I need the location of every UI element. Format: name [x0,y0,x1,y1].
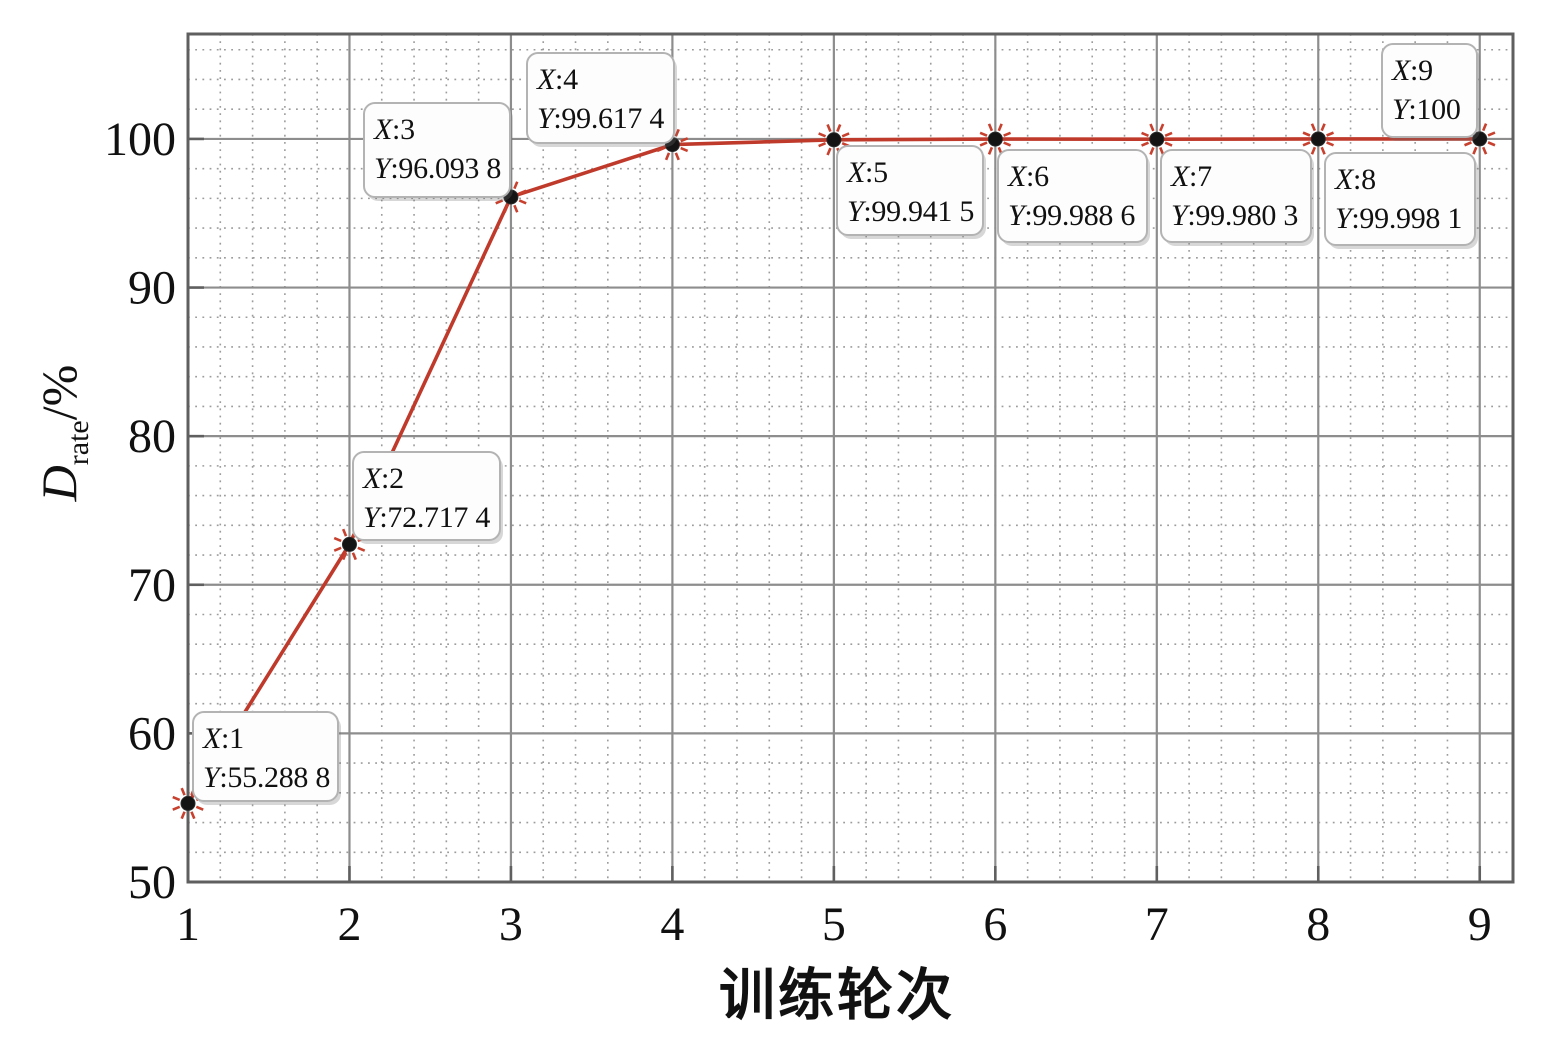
y-axis-label-unit: /% [31,364,87,421]
x-tick-label: 3 [499,898,523,951]
x-tick-label: 2 [337,898,361,951]
y-axis-label-symbol: D [31,465,87,502]
datatip-y-text: Y:99.617 4 [537,102,664,135]
datatip-y-text: Y:96.093 8 [374,152,501,185]
datatip-x-text: X:2 [362,462,404,495]
y-tick-label: 100 [104,113,176,166]
datatip[interactable]: X:7 Y:99.980 3 [1160,149,1314,246]
datatip-x-text: X:1 [202,722,244,755]
minor-grid [188,34,1513,882]
datatip[interactable]: X:9 Y:100 [1381,43,1480,141]
axes-frame [186,32,1515,884]
datatip-x-text: X:7 [1170,160,1212,193]
datatip-y-text: Y:72.717 4 [363,501,490,534]
datatip-x-text: X:8 [1334,163,1376,196]
x-tick-label: 5 [822,898,846,951]
y-axis-label: Drate/% [30,365,96,502]
x-tick-label: 6 [983,898,1007,951]
y-tick-label: 90 [128,262,176,315]
y-tick-label: 80 [128,410,176,463]
datatip[interactable]: X:6 Y:99.988 6 [997,149,1150,246]
data-point-marker[interactable] [1302,123,1335,155]
x-tick-label: 9 [1468,898,1492,951]
x-tick-label: 7 [1145,898,1169,951]
tick-marks [186,137,1482,884]
y-tick-label: 70 [128,559,176,612]
datatip-x-text: X:3 [373,113,415,146]
x-tick-label: 4 [660,898,684,951]
datatip-x-text: X:6 [1007,160,1049,193]
data-point-marker[interactable] [1463,123,1496,155]
datatip[interactable]: X:3 Y:96.093 8 [363,102,513,201]
datatip[interactable]: X:4 Y:99.617 4 [526,52,677,147]
datatip-y-text: Y:99.988 6 [1008,199,1135,232]
y-axis-label-subscript: rate [62,420,95,466]
datatip-x-text: X:5 [846,156,888,189]
datatip[interactable]: X:1 Y:55.288 8 [192,711,341,805]
datatip-y-text: Y:99.998 1 [1335,202,1462,235]
y-tick-label: 60 [128,707,176,760]
datatip-y-text: Y:99.941 5 [847,195,974,228]
x-axis-label: 训练轮次 [719,965,955,1028]
datatip[interactable]: X:5 Y:99.941 5 [836,145,986,239]
x-tick-label: 8 [1306,898,1330,951]
x-tick-label: 1 [176,898,200,951]
datatip[interactable]: X:2 Y:72.717 4 [352,451,503,544]
y-tick-label: 50 [128,856,176,909]
datatip-y-text: Y:100 [1392,93,1461,126]
datatip-x-text: X:4 [536,63,578,96]
datatip-y-text: Y:55.288 8 [203,761,330,794]
data-point-marker[interactable] [818,124,850,156]
datatip-y-text: Y:99.980 3 [1171,199,1298,232]
datatip-x-text: X:9 [1391,54,1433,87]
datatip[interactable]: X:8 Y:99.998 1 [1324,152,1478,249]
data-point-marker[interactable] [1141,123,1173,155]
